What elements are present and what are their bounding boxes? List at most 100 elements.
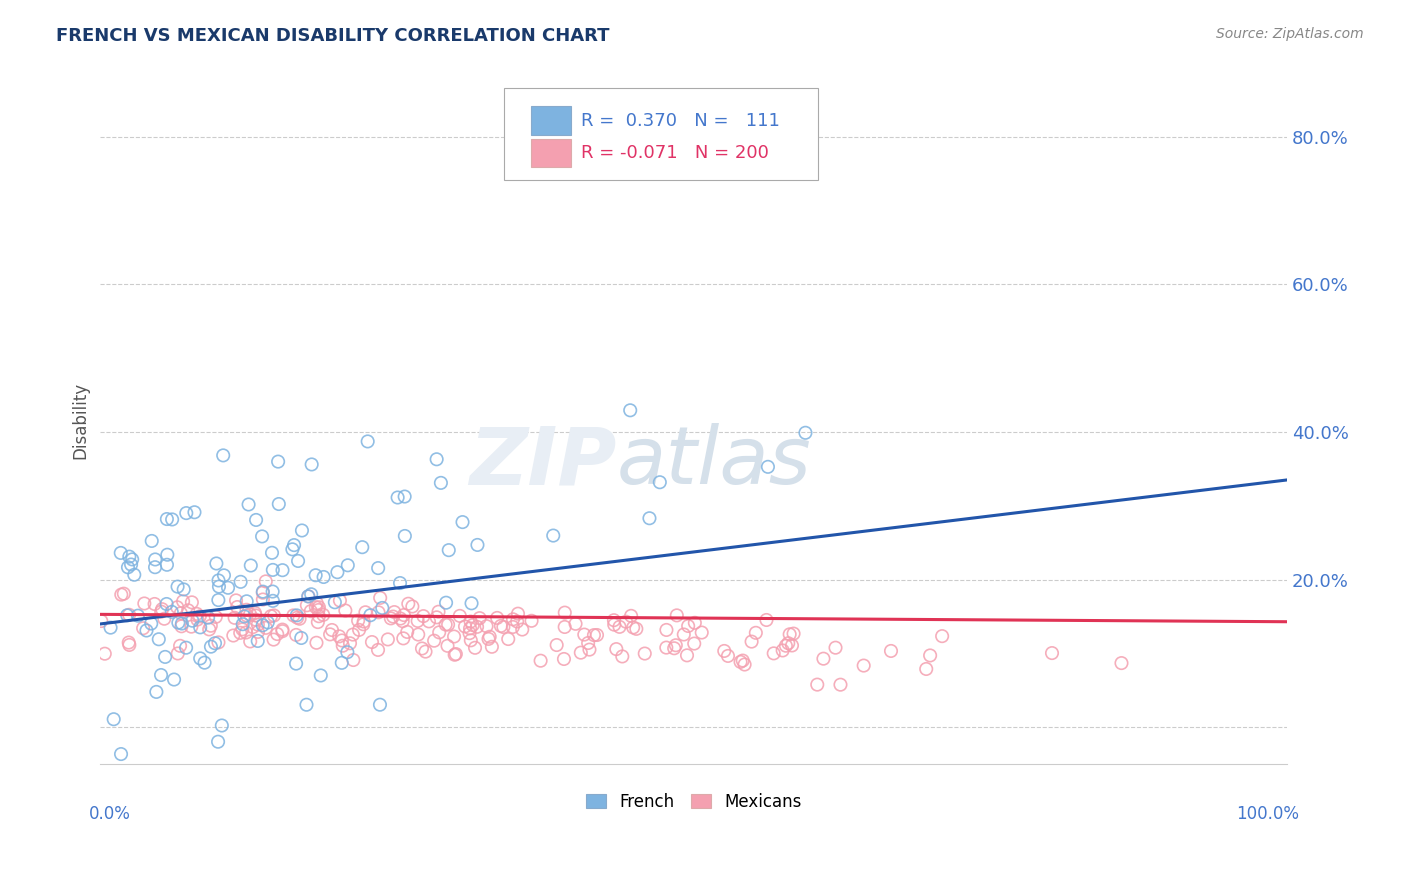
Point (235, 603, 257, 617)
Point (464, 640, 486, 655)
Point (235, 625, 257, 640)
Text: atlas: atlas (617, 423, 811, 501)
Point (328, 629, 350, 643)
Point (207, 735, 229, 749)
Point (467, 538, 489, 552)
Point (103, 712, 125, 726)
Point (156, 558, 179, 572)
Point (110, 588, 132, 602)
Point (118, 607, 141, 622)
Point (297, 590, 319, 604)
Point (437, 617, 460, 632)
Point (217, 581, 239, 595)
Point (153, 649, 176, 664)
Point (173, 582, 195, 597)
Point (486, 611, 509, 625)
Text: ZIP: ZIP (470, 423, 617, 501)
Point (460, 615, 482, 629)
Point (609, 620, 631, 634)
Point (200, 618, 222, 632)
Point (226, 600, 249, 615)
Point (239, 607, 262, 622)
Point (155, 597, 177, 611)
Point (127, 608, 149, 623)
Point (683, 615, 706, 630)
Point (354, 605, 377, 619)
Point (288, 612, 311, 626)
Point (193, 656, 215, 670)
Point (166, 580, 188, 594)
Point (183, 505, 205, 519)
Point (132, 621, 155, 635)
Point (367, 561, 389, 575)
Point (437, 543, 460, 558)
Point (662, 641, 685, 656)
Point (638, 511, 661, 525)
Point (180, 595, 202, 609)
Point (353, 615, 375, 629)
Point (285, 610, 308, 624)
Point (295, 698, 318, 712)
Point (806, 678, 828, 692)
Point (546, 638, 568, 652)
Text: R = -0.071   N = 200: R = -0.071 N = 200 (581, 144, 769, 162)
Point (665, 638, 688, 652)
Point (626, 622, 648, 636)
Point (229, 574, 252, 589)
Text: 0.0%: 0.0% (89, 805, 131, 823)
Point (574, 627, 596, 641)
Point (290, 631, 312, 645)
Point (150, 602, 173, 616)
Point (308, 609, 330, 624)
Point (252, 618, 274, 632)
FancyBboxPatch shape (531, 138, 571, 168)
Point (329, 593, 352, 607)
Point (250, 529, 273, 543)
FancyBboxPatch shape (503, 87, 818, 180)
Point (254, 621, 277, 635)
Point (188, 651, 211, 665)
Point (475, 619, 498, 633)
Point (285, 657, 308, 671)
Point (145, 685, 167, 699)
Text: Source: ZipAtlas.com: Source: ZipAtlas.com (1216, 27, 1364, 41)
Point (427, 605, 450, 619)
Point (170, 616, 193, 631)
Point (880, 644, 903, 658)
Point (830, 678, 852, 692)
Point (794, 425, 817, 440)
Point (380, 611, 402, 625)
Point (222, 628, 245, 642)
Point (396, 597, 419, 611)
Point (717, 648, 740, 663)
Point (391, 614, 413, 628)
Point (295, 599, 318, 613)
Point (502, 612, 524, 626)
Point (112, 587, 135, 601)
Point (367, 605, 389, 619)
Point (342, 653, 364, 667)
Point (172, 594, 194, 608)
Point (198, 623, 221, 637)
Point (582, 628, 605, 642)
Point (931, 629, 953, 643)
Point (100, 621, 122, 635)
Point (207, 574, 229, 588)
Point (150, 605, 173, 619)
Point (181, 614, 204, 628)
Point (361, 635, 384, 649)
Point (731, 654, 754, 668)
Point (605, 642, 627, 657)
Point (153, 612, 176, 626)
Point (541, 528, 564, 542)
Point (915, 662, 938, 676)
Point (672, 627, 695, 641)
Point (690, 625, 713, 640)
Point (135, 624, 157, 638)
Point (239, 558, 262, 573)
Point (683, 636, 706, 650)
Point (553, 652, 575, 666)
Point (392, 608, 415, 623)
Point (554, 606, 576, 620)
Point (412, 609, 434, 624)
